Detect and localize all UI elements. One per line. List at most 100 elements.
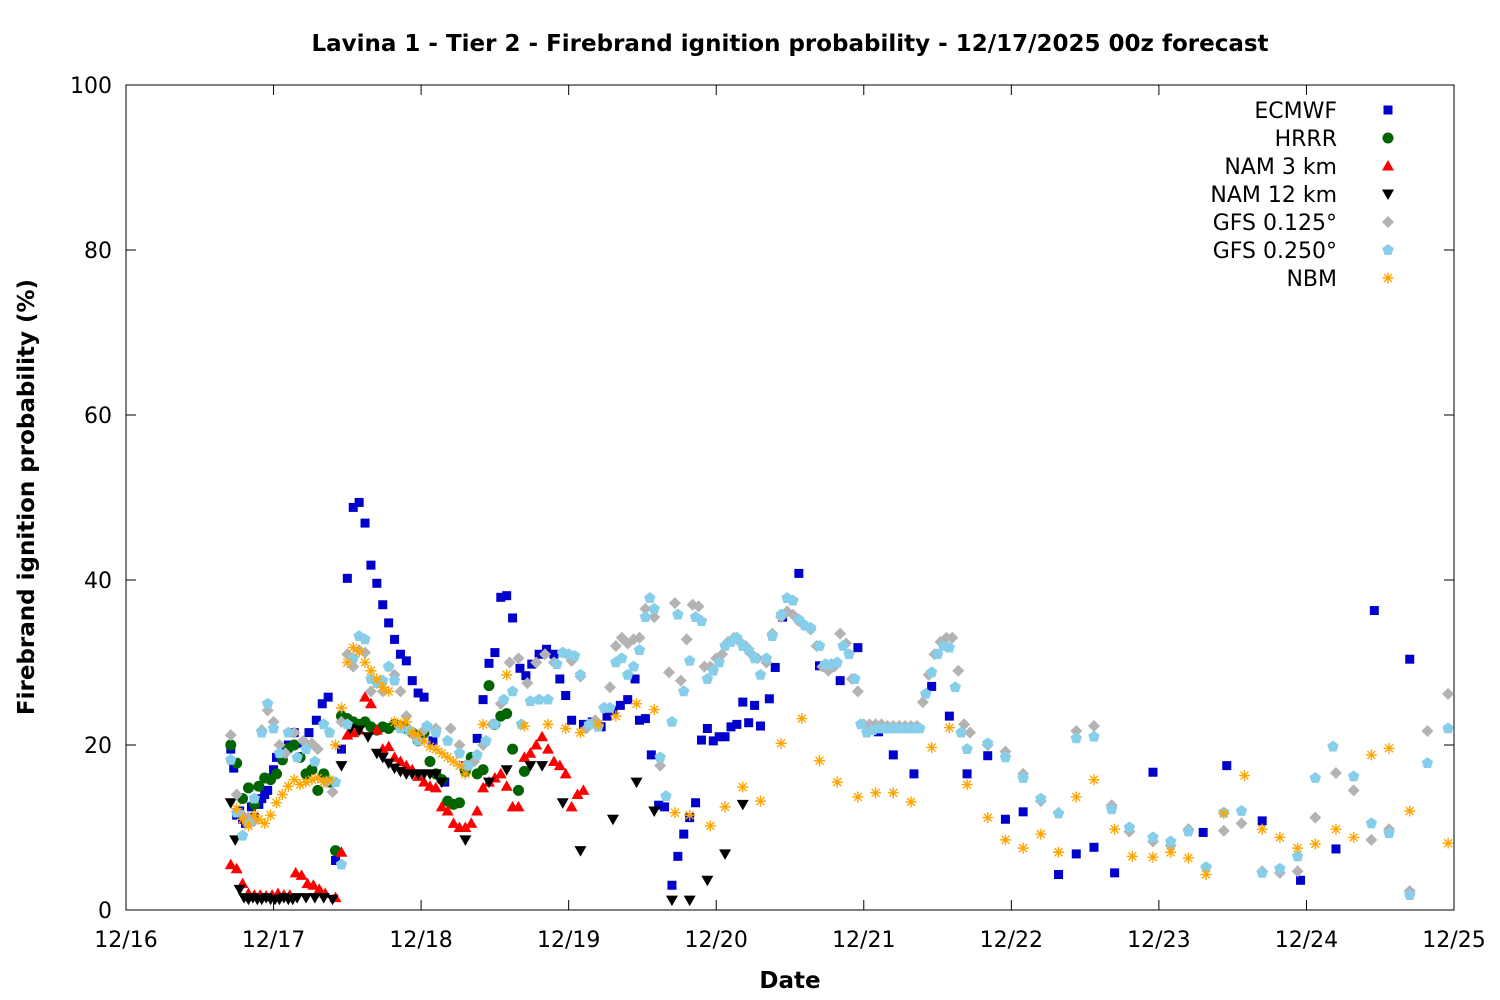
data-point — [627, 660, 640, 672]
data-point — [684, 809, 696, 821]
data-point — [453, 760, 465, 772]
data-point — [536, 730, 549, 742]
data-point — [1442, 687, 1455, 700]
legend-marker — [1382, 272, 1394, 284]
data-point — [814, 755, 826, 767]
data-point — [378, 600, 388, 610]
data-point — [441, 734, 454, 746]
data-point — [424, 756, 436, 767]
data-point — [477, 764, 489, 776]
data-point — [478, 695, 488, 705]
data-point — [1053, 846, 1065, 858]
data-point — [1404, 805, 1416, 817]
data-point — [905, 796, 917, 808]
data-point — [370, 724, 383, 735]
data-point — [471, 748, 483, 760]
data-point — [304, 728, 314, 738]
data-point — [1218, 807, 1230, 819]
data-point — [610, 710, 622, 722]
data-point — [1182, 852, 1194, 864]
data-point — [400, 716, 412, 728]
data-point — [300, 776, 312, 788]
x-tick-label: 12/24 — [1275, 928, 1338, 953]
data-point — [999, 751, 1012, 763]
data-point — [813, 640, 826, 651]
data-point — [909, 769, 919, 779]
data-point — [944, 711, 954, 721]
data-point — [1222, 761, 1232, 771]
data-point — [1088, 730, 1100, 742]
y-axis-label: Firebrand ignition probability (%) — [14, 279, 40, 715]
data-point — [518, 720, 530, 732]
data-point — [916, 696, 929, 709]
data-point — [630, 777, 643, 789]
data-point — [307, 879, 320, 890]
data-point — [436, 747, 448, 759]
data-point — [501, 669, 513, 681]
data-point — [347, 642, 359, 654]
data-point — [318, 718, 330, 730]
data-point — [1309, 772, 1321, 783]
data-point — [1054, 870, 1064, 880]
data-point — [1017, 842, 1029, 854]
x-tick-label: 12/25 — [1422, 928, 1485, 953]
data-point — [348, 502, 358, 512]
legend-marker — [1382, 216, 1394, 228]
data-point — [666, 715, 678, 727]
series-gfs-0-250- — [225, 592, 1454, 900]
x-tick-label: 12/20 — [685, 928, 748, 953]
data-point — [835, 676, 845, 686]
data-point — [506, 685, 519, 697]
data-point — [361, 732, 374, 743]
data-point — [732, 719, 742, 729]
data-point — [442, 751, 454, 763]
data-point — [465, 817, 478, 828]
data-point — [364, 697, 377, 709]
data-point — [1147, 851, 1159, 863]
data-point — [323, 726, 336, 738]
data-point — [291, 751, 303, 763]
data-point — [329, 776, 342, 787]
data-point — [502, 591, 512, 601]
data-point — [388, 674, 401, 686]
y-tick-label: 60 — [84, 404, 112, 429]
data-point — [1123, 821, 1136, 833]
data-point — [359, 691, 372, 702]
data-point — [1089, 842, 1099, 852]
x-tick-label: 12/16 — [94, 928, 157, 953]
data-point — [312, 772, 324, 784]
data-point — [265, 809, 277, 821]
legend-label: ECMWF — [1254, 99, 1337, 124]
x-tick-label: 12/19 — [537, 928, 600, 953]
data-point — [1405, 654, 1415, 664]
data-point — [295, 869, 308, 880]
data-point — [1200, 861, 1212, 872]
data-point — [419, 692, 429, 702]
data-point — [920, 687, 932, 699]
data-point — [341, 718, 354, 730]
data-point — [654, 751, 666, 763]
data-point — [317, 699, 327, 709]
data-point — [837, 640, 849, 651]
data-point — [371, 673, 383, 685]
data-point — [737, 781, 749, 793]
data-point — [248, 792, 261, 804]
data-point — [413, 688, 423, 698]
data-point — [471, 805, 484, 816]
data-point — [395, 649, 405, 659]
data-point — [914, 722, 926, 734]
data-point — [668, 597, 681, 610]
data-point — [406, 727, 418, 739]
data-point — [1330, 823, 1342, 835]
data-point — [341, 657, 353, 668]
data-point — [253, 780, 265, 792]
data-point — [521, 671, 531, 681]
data-point — [567, 715, 577, 725]
data-point — [744, 718, 754, 728]
data-point — [521, 677, 534, 690]
data-point — [654, 800, 664, 810]
data-point — [1256, 823, 1268, 835]
data-point — [602, 711, 612, 721]
data-point — [388, 763, 401, 775]
